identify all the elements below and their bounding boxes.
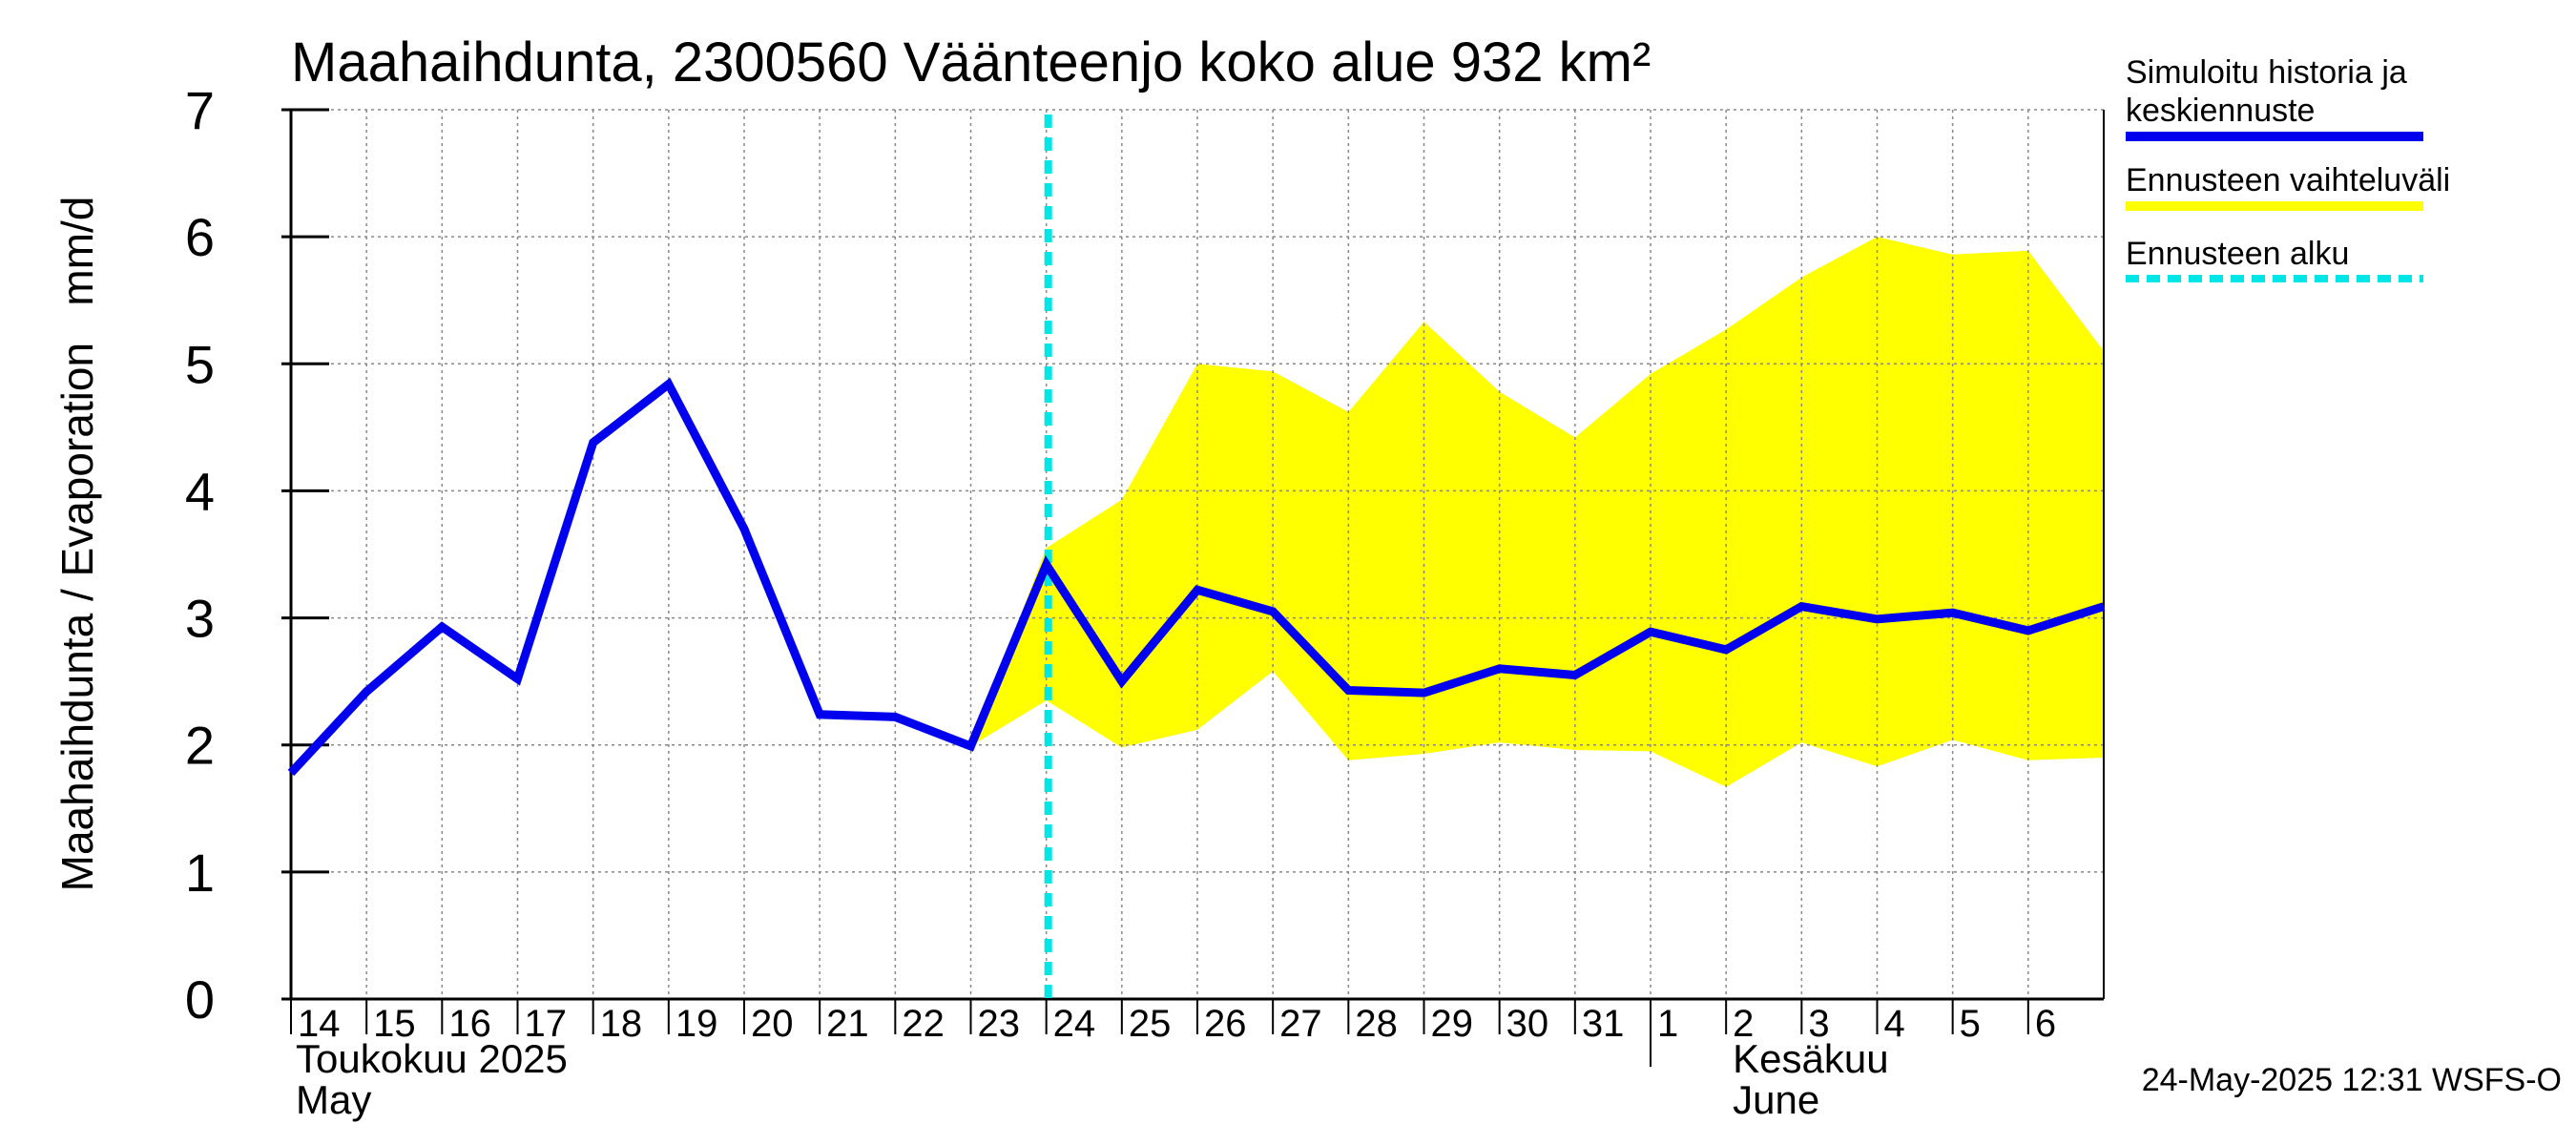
series-point xyxy=(517,677,518,679)
x-tick-label: 23 xyxy=(978,1003,1021,1045)
x-tick-label: 18 xyxy=(600,1003,643,1045)
series-point xyxy=(592,442,594,444)
series-point xyxy=(1499,668,1501,670)
x-tick-label: 15 xyxy=(373,1003,416,1045)
x-tick-label: 29 xyxy=(1431,1003,1474,1045)
y-tick-label: 1 xyxy=(185,843,215,903)
x-tick-label: 4 xyxy=(1884,1003,1905,1045)
series-point xyxy=(894,716,896,718)
series-point xyxy=(290,772,292,774)
series-point xyxy=(743,528,745,530)
x-tick-label: 3 xyxy=(1808,1003,1829,1045)
x-tick-label: 28 xyxy=(1355,1003,1398,1045)
x-tick-label: 27 xyxy=(1279,1003,1322,1045)
y-tick-label: 3 xyxy=(185,589,215,649)
x-tick-label: 5 xyxy=(1960,1003,1981,1045)
x-tick-label: 16 xyxy=(448,1003,491,1045)
series-point xyxy=(1574,674,1576,676)
legend-label: Ennusteen alku xyxy=(2126,236,2349,272)
x-tick-label: 20 xyxy=(751,1003,794,1045)
series-point xyxy=(1650,631,1652,633)
series-point xyxy=(1121,680,1123,682)
series-point xyxy=(819,714,821,716)
series-point xyxy=(1046,564,1048,566)
month-label-en: May xyxy=(296,1077,371,1122)
x-tick-label: 2 xyxy=(1733,1003,1754,1045)
y-tick-label: 5 xyxy=(185,334,215,394)
series-point xyxy=(1347,689,1349,691)
grid-layer xyxy=(291,109,2104,999)
x-tick-label: 22 xyxy=(902,1003,945,1045)
series-point xyxy=(365,691,367,693)
series-point xyxy=(1423,692,1424,694)
series-point xyxy=(1725,649,1727,651)
series-point xyxy=(1877,618,1878,620)
axis-layer xyxy=(281,108,2105,1067)
y-tick-label: 2 xyxy=(185,716,215,776)
x-tick-label: 30 xyxy=(1506,1003,1549,1045)
x-tick-label: 17 xyxy=(525,1003,568,1045)
x-tick-label: 6 xyxy=(2035,1003,2056,1045)
x-tick-label: 25 xyxy=(1129,1003,1172,1045)
y-tick-label: 4 xyxy=(185,461,215,521)
forecast-range-band xyxy=(970,237,2104,787)
series-point xyxy=(441,626,443,628)
x-tick-label: 26 xyxy=(1204,1003,1247,1045)
y-tick-label: 0 xyxy=(185,969,215,1030)
month-label: Toukokuu 2025 xyxy=(296,1036,568,1081)
legend-label: Simuloitu historia ja xyxy=(2126,54,2407,91)
series-point xyxy=(2103,606,2105,608)
y-tick-label: 7 xyxy=(185,80,215,140)
month-label: Kesäkuu xyxy=(1733,1036,1888,1081)
series-point xyxy=(970,745,971,747)
series-point xyxy=(1272,611,1274,613)
timestamp-footer: 24-May-2025 12:31 WSFS-O xyxy=(2142,1062,2562,1098)
y-axis-label: Maahaihdunta / Evaporation mm/d xyxy=(52,197,102,892)
series-point xyxy=(668,384,670,385)
series-point xyxy=(2027,630,2029,632)
x-tick-label: 31 xyxy=(1582,1003,1625,1045)
x-tick-label: 1 xyxy=(1657,1003,1678,1045)
series-layer xyxy=(287,114,2106,999)
y-tick-label: 6 xyxy=(185,207,215,267)
x-tick-label: 24 xyxy=(1053,1003,1096,1045)
legend-label: Ennusteen vaihteluväli xyxy=(2126,162,2450,198)
series-point xyxy=(1952,612,1954,614)
chart-title: Maahaihdunta, 2300560 Väänteenjo koko al… xyxy=(291,31,1651,94)
forecast-band-layer xyxy=(970,237,2104,787)
series-point xyxy=(1800,606,1802,608)
month-label-en: June xyxy=(1733,1077,1819,1122)
legend-label-line2: keskiennuste xyxy=(2126,93,2315,129)
x-tick-label: 21 xyxy=(826,1003,869,1045)
x-tick-label: 14 xyxy=(298,1003,341,1045)
x-tick-label: 19 xyxy=(675,1003,718,1045)
series-point xyxy=(1196,589,1198,591)
